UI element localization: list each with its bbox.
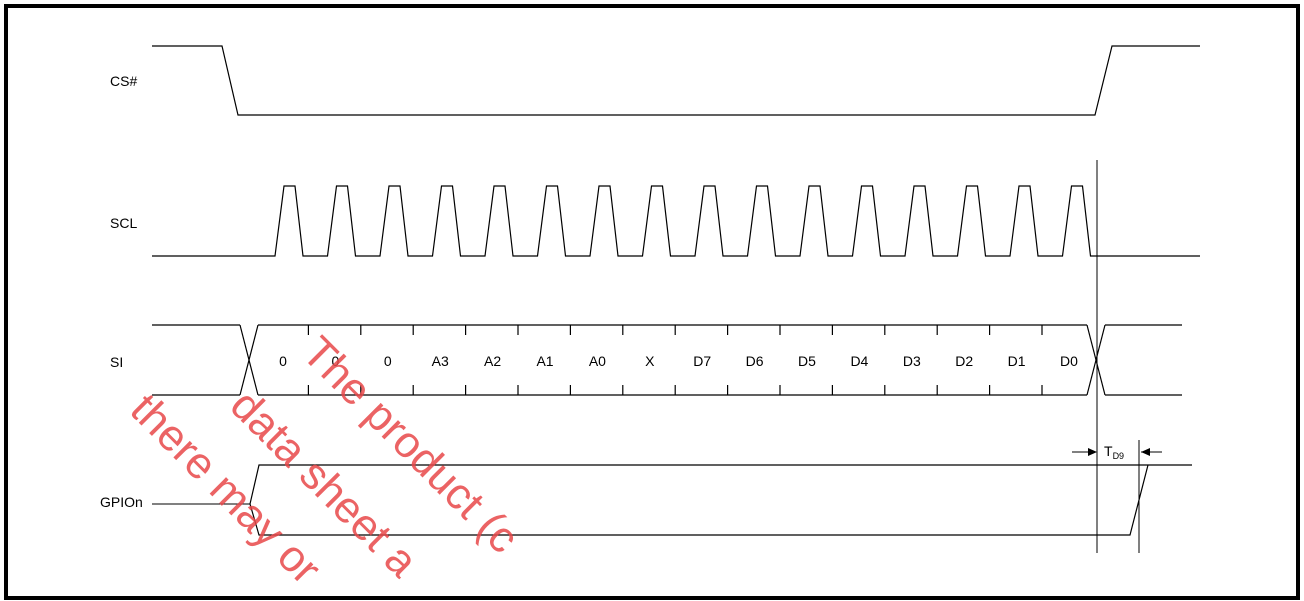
td9-label: TD9 <box>1104 443 1124 461</box>
td9-arrows <box>1072 448 1162 456</box>
si-bit-label: A1 <box>536 353 553 369</box>
si-bit-label: A2 <box>484 353 501 369</box>
si-bit-label: D1 <box>1008 353 1026 369</box>
si-bit-label: A3 <box>432 353 449 369</box>
scl-label: SCL <box>110 215 137 231</box>
si-waveform: 0 0 0 A3 A2 A1 A0 X D7 D6 D5 D4 D3 D2 D1 D0 <box>152 324 1182 396</box>
si-bit-label: 0 <box>279 353 287 369</box>
cs-waveform <box>152 45 1200 116</box>
cs-label: CS# <box>110 73 137 89</box>
si-bit-label: A0 <box>589 353 606 369</box>
si-bit-label: X <box>645 353 655 369</box>
si-label: SI <box>110 354 123 370</box>
si-bit-label: D7 <box>693 353 711 369</box>
si-bit-label: D5 <box>798 353 816 369</box>
si-bit-label: D3 <box>903 353 921 369</box>
si-bit-label: 0 <box>384 353 392 369</box>
si-bit-label: D2 <box>955 353 973 369</box>
scl-waveform <box>152 185 1200 257</box>
watermark: The product (c data sheet a there may or <box>121 327 528 593</box>
gpio-label: GPIOn <box>100 494 143 510</box>
si-bit-label: 0 <box>332 353 340 369</box>
diagram-border <box>4 4 1300 600</box>
si-bit-label: D0 <box>1060 353 1078 369</box>
si-bit-label: D6 <box>746 353 764 369</box>
si-bit-label: D4 <box>850 353 868 369</box>
